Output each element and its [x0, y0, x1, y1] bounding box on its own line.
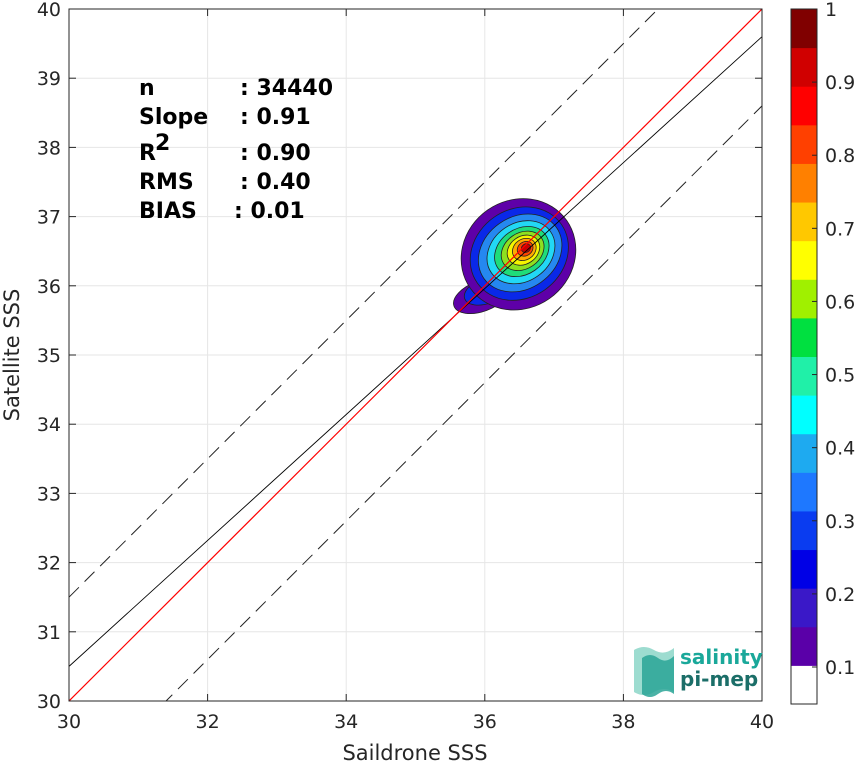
colorbar-segment	[791, 472, 817, 512]
colorbar-tick-label: 0.1	[825, 657, 855, 679]
colorbar-segment	[791, 9, 817, 49]
colorbar-segment	[791, 202, 817, 242]
colorbar-segment	[791, 433, 817, 473]
stat-value: : 0.40	[240, 170, 311, 195]
colorbar-segment	[791, 356, 817, 396]
stat-value: : 0.91	[240, 105, 311, 130]
logo-line2: pi-mep	[680, 667, 758, 691]
colorbar-segment	[791, 626, 817, 666]
density-contour-level	[520, 243, 531, 253]
y-tick-label: 37	[37, 207, 61, 229]
colorbar-segment	[791, 588, 817, 628]
stat-label: Slope	[139, 105, 208, 130]
colorbar-tick-label: 0.8	[825, 145, 855, 167]
x-tick-label: 32	[196, 711, 220, 733]
y-axis-ticks: 30 31 32 33 34 35 36 37 38 39 40	[37, 0, 762, 713]
colorbar-tick-label: 0.2	[825, 584, 855, 606]
x-axis-ticks: 30 32 34 36 38 40	[57, 9, 774, 733]
colorbar-segment	[791, 163, 817, 203]
colorbar-segment	[791, 317, 817, 357]
density-contours	[453, 198, 577, 315]
colorbar-segment	[791, 549, 817, 589]
colorbar-segment	[791, 665, 817, 705]
y-tick-label: 31	[37, 622, 61, 644]
colorbar-segment	[791, 86, 817, 126]
logo-line1: salinity	[680, 645, 763, 669]
x-tick-label: 40	[750, 711, 774, 733]
stat-label: BIAS	[139, 199, 197, 224]
stat-label: RMS	[139, 170, 194, 195]
stat-label: R	[139, 141, 156, 166]
y-tick-label: 35	[37, 345, 61, 367]
colorbar-tick-label: 0.5	[825, 365, 855, 387]
colorbar-segment	[791, 124, 817, 164]
colorbar-segment	[791, 510, 817, 551]
colorbar-tick-label: 1	[825, 0, 837, 21]
colorbar-segment	[791, 279, 817, 319]
stat-value: : 34440	[240, 76, 333, 101]
plot-area: 30 32 34 36 38 40 30 31 32 33 34 35 36 37 38 39 40	[37, 0, 774, 733]
colorbar-tick-label: 0.3	[825, 511, 855, 533]
y-tick-label: 33	[37, 483, 61, 505]
colorbar-tick-label: 0.9	[825, 72, 855, 94]
identity-line	[69, 9, 762, 701]
colorbar: 0.1 0.2 0.3 0.4 0.5 0.6 0.7 0.8 0.9 1	[790, 0, 855, 705]
upper-dashed-line	[69, 9, 659, 598]
x-axis-label: Saildrone SSS	[342, 741, 487, 764]
y-axis-label: Satellite SSS	[0, 289, 24, 422]
logo-waves-icon-front	[642, 655, 674, 697]
colorbar-segment	[791, 47, 817, 87]
y-tick-label: 40	[37, 0, 61, 21]
fit-line	[69, 36, 762, 667]
stat-value: : 0.90	[240, 141, 311, 166]
y-tick-label: 38	[37, 137, 61, 159]
salinity-pimep-logo: salinity pi-mep	[634, 645, 763, 697]
colorbar-frame	[790, 8, 818, 705]
lower-dashed-line	[165, 105, 762, 701]
stat-label: n	[139, 76, 155, 101]
x-tick-label: 30	[57, 711, 81, 733]
colorbar-tick-label: 0.4	[825, 438, 855, 460]
colorbar-segment	[791, 395, 817, 435]
stat-label-superscript: 2	[155, 131, 170, 156]
reference-lines	[69, 9, 762, 701]
x-tick-label: 36	[473, 711, 497, 733]
colorbar-tick-label: 0.7	[825, 218, 855, 240]
statistics-annotation: n : 34440 Slope : 0.91 R 2 : 0.90 RMS : 0.40 BIAS…	[139, 76, 333, 224]
y-tick-label: 36	[37, 276, 61, 298]
y-tick-label: 34	[37, 414, 61, 436]
x-tick-label: 38	[611, 711, 635, 733]
colorbar-tick-label: 0.6	[825, 291, 855, 313]
y-tick-label: 39	[37, 68, 61, 90]
y-tick-label: 30	[37, 691, 61, 713]
x-tick-label: 34	[334, 711, 358, 733]
y-tick-label: 32	[37, 553, 61, 575]
colorbar-segment	[791, 240, 817, 280]
stat-value: : 0.01	[234, 199, 305, 224]
